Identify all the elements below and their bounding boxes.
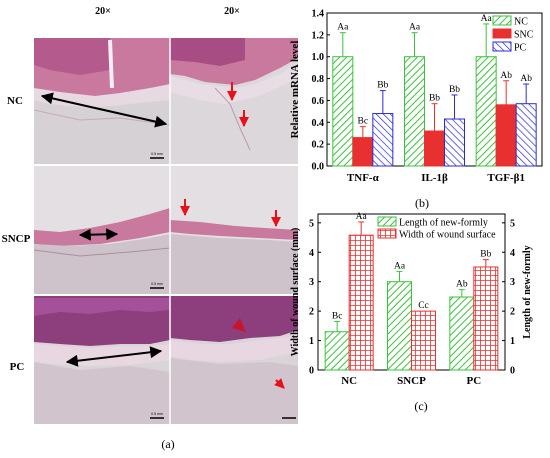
significance-label: Aa [337,23,349,33]
y-tick-label: 0.0 [312,162,325,173]
x-tick-label: NC [341,375,357,387]
row-label-nc: NC [7,95,23,107]
bar [449,296,475,371]
micrograph-sncp-left: 0.5 mm [33,166,171,294]
legend-swatch [492,28,512,39]
bar [324,331,350,371]
panel-b-chart: Relative mRNA level 0.0 0.2 0.4 0.6 0.8 1.0 1.… [289,9,543,210]
panel-a-label: (a) [161,437,174,451]
significance-label: Bb [449,85,460,95]
significance-label: Aa [394,261,406,271]
column-header-right: 20× [224,6,240,17]
red-arrow [274,378,285,389]
significance-label: Bb [429,94,440,104]
legend-swatch [377,216,397,227]
y-axis-title-left: Width of wound surface (mm) [290,228,301,357]
y-tick-label: 0.4 [312,118,325,129]
x-tick-label: IL-1β [421,172,448,184]
x-tick-label: SNCP [397,375,426,387]
bar [387,281,412,371]
bar [444,118,465,167]
y-tick-label-left: 1 [309,336,314,347]
significance-label: Ab [520,74,532,84]
bar [424,130,445,167]
column-header-left: 20× [95,6,111,17]
micrograph-pc-right [170,296,298,424]
legend: NC SNC PC [492,15,534,54]
significance-label: Aa [481,14,493,24]
y-tick-label-right: 4 [510,248,515,259]
y-tick-label-left: 5 [309,218,314,229]
row-label-sncp: SNCP [2,233,31,245]
scale-bar-label: 0.5 mm [151,152,163,156]
significance-label: Bb [377,81,388,91]
bars: Aa Bc Bb Aa Bb Bb Aa Ab Ab [332,14,537,167]
micrograph-nc-right [170,38,298,164]
legend-swatch [377,228,397,239]
bars: Bc Aa Aa Cc Ab Bb [324,212,499,371]
legend-label: SNC [514,30,534,41]
wound-width-arrow-nc [40,92,168,128]
panel-b-label: (b) [415,196,429,210]
y-tick-label-left: 0 [309,366,314,377]
bar [473,266,499,371]
bar [352,137,374,167]
y-tick-label: 0.2 [312,140,325,151]
x-tick-label: TGF-β1 [487,172,525,184]
y-tick-label-left: 2 [309,307,314,318]
axes: 0.0 0.2 0.4 0.6 0.8 1.0 1.2 1.4 TNF-α IL-1β TGF-β1 [312,9,543,184]
panel-c-chart: 0 0 1 1 2 2 3 3 4 4 5 5 Width of wound surface (mm) L… [290,212,533,413]
row-label-pc: PC [10,361,25,373]
y-tick-label: 1.2 [312,30,325,41]
significance-label: Bc [358,117,369,127]
legend-swatch [492,15,512,26]
scale-bar-label: 0.5 mm [151,412,163,416]
panel-c-label: (c) [414,399,427,413]
legend-label: NC [514,17,528,28]
legend-label: Length of new-formly [399,218,488,229]
micrograph-pc-left: 0.5 mm [34,296,170,424]
y-axis-title-right: Length of new-formly [522,245,533,338]
bar [515,103,537,167]
y-tick-label: 1.4 [312,9,325,20]
significance-label: Aa [356,212,368,222]
significance-label: Ab [456,280,468,290]
scale-bar-label: 0.5 mm [151,282,163,286]
legend-swatch [492,41,512,52]
significance-label: Bc [332,311,343,321]
bar [348,234,374,371]
bar [332,56,354,167]
significance-label: Ab [500,71,512,81]
bar [495,104,517,167]
wound-width-arrow-pc [65,346,163,367]
y-axis-title: Relative mRNA level [289,41,301,139]
y-tick-label-right: 0 [510,366,515,377]
y-tick-label-left: 3 [309,277,314,288]
y-tick-label-right: 2 [510,307,515,318]
micrograph-nc-left: 0.5 mm [33,38,171,164]
y-tick-label-right: 3 [510,277,515,288]
significance-label: Bb [480,250,491,260]
y-tick-label: 0.6 [312,96,325,107]
y-tick-label-right: 1 [510,336,515,347]
bar [475,56,497,167]
significance-label: Cc [418,301,429,311]
bar [404,56,425,167]
x-tick-label: PC [466,375,481,387]
y-tick-label-left: 4 [309,248,314,259]
legend-label: Width of wound surface [399,230,496,241]
panel-a-micrographs: 20× 20× 0.5 mm 0.5 mm [2,6,298,451]
bar [372,113,394,167]
y-tick-label: 1.0 [312,52,325,63]
y-tick-label: 0.8 [312,74,325,85]
legend-label: PC [514,43,527,54]
x-tick-label: TNF-α [347,172,380,184]
bar [411,310,436,371]
micrograph-sncp-right [170,166,298,294]
significance-label: Aa [409,23,421,33]
wound-width-arrow-sncp [78,228,119,241]
y-tick-label-right: 5 [510,218,515,229]
